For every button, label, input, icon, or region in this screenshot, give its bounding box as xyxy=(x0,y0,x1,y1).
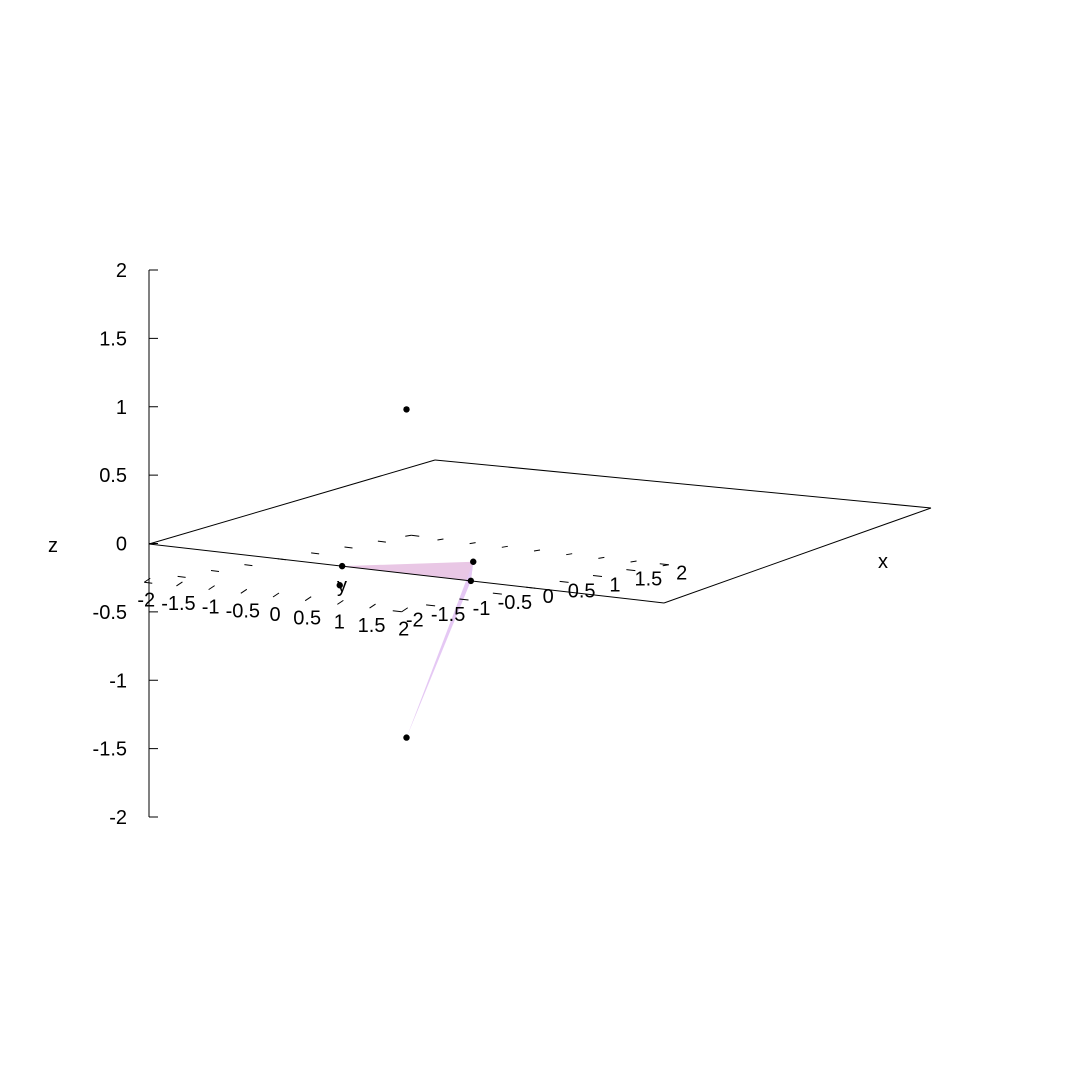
x-tick-back-8 xyxy=(411,534,420,537)
face-0 xyxy=(342,561,474,581)
x-tick-back-5 xyxy=(311,552,320,555)
x-tick-back-0 xyxy=(144,581,153,584)
y-tick-label-4: 0 xyxy=(269,604,280,626)
y-tick-back-6 xyxy=(598,556,605,559)
y-tick-3 xyxy=(240,588,248,594)
y-tick-label-8: 2 xyxy=(398,619,409,641)
y-tick-5 xyxy=(304,596,312,602)
data-point-3 xyxy=(336,582,343,589)
z-tick-label-2: 1 xyxy=(116,397,127,419)
base-front-left-edge xyxy=(148,543,665,604)
x-tick-back-2 xyxy=(210,570,220,573)
y-tick-1 xyxy=(176,581,183,587)
points-layer xyxy=(336,406,477,741)
x-tick-label-1: -1.5 xyxy=(431,604,465,626)
data-point-4 xyxy=(467,577,475,585)
z-tick-label-0: 2 xyxy=(116,260,127,282)
x-axis-label: x xyxy=(878,551,888,573)
x-tick-label-8: 2 xyxy=(676,563,687,585)
z-tick-label-3: 0.5 xyxy=(99,465,127,487)
y-tick-back-0 xyxy=(405,534,412,537)
y-tick-label-7: 1.5 xyxy=(358,615,386,637)
z-tick-label-4: 0 xyxy=(116,534,127,556)
z-tick-label-7: -1.5 xyxy=(93,739,127,761)
x-tick-5 xyxy=(559,580,569,583)
base-back-right-edge xyxy=(434,459,932,509)
x-tick-label-7: 1.5 xyxy=(634,569,662,591)
base-front-right-edge xyxy=(663,507,932,604)
z-tick-label-6: -1 xyxy=(109,670,127,692)
ticks-layer: 2 1.5 1 0.5 0 -0.5 -1 -1.5 -2 -2 -1.5 -1 -0.5 0 0.5 1 1.… xyxy=(93,260,688,829)
y-tick-8 xyxy=(401,607,409,613)
x-tick-back-7 xyxy=(377,540,386,543)
y-tick-back-7 xyxy=(630,560,637,563)
base-back-left-edge xyxy=(148,459,436,545)
y-tick-back-2 xyxy=(469,542,476,545)
y-tick-4 xyxy=(272,592,280,598)
y-tick-label-0: -2 xyxy=(137,589,155,611)
x-tick-label-0: -2 xyxy=(406,610,424,632)
z-tick-label-8: -2 xyxy=(109,807,127,829)
data-point-2 xyxy=(470,558,477,565)
z-tick-label-1: 1.5 xyxy=(99,328,127,350)
axes-layer xyxy=(148,270,932,817)
face-1 xyxy=(406,561,474,738)
y-tick-back-4 xyxy=(533,549,541,552)
y-tick-6 xyxy=(337,599,344,605)
y-tick-7 xyxy=(369,603,376,609)
data-point-1 xyxy=(403,734,410,741)
x-tick-7 xyxy=(626,569,636,572)
x-tick-2 xyxy=(459,598,469,601)
x-tick-4 xyxy=(526,586,536,589)
y-tick-label-2: -1 xyxy=(202,597,220,619)
x-tick-back-3 xyxy=(244,564,253,567)
data-point-0 xyxy=(403,406,410,413)
y-tick-label-3: -0.5 xyxy=(226,600,260,622)
x-tick-8 xyxy=(659,563,669,566)
y-tick-back-3 xyxy=(501,545,508,548)
x-tick-0 xyxy=(392,610,402,613)
x-tick-back-1 xyxy=(177,575,186,578)
x-tick-back-4 xyxy=(277,558,286,561)
x-tick-label-2: -1 xyxy=(473,598,491,620)
x-tick-label-6: 1 xyxy=(609,574,620,596)
y-tick-2 xyxy=(208,585,215,591)
z-axis-label: z xyxy=(48,535,58,557)
faces-layer xyxy=(342,561,474,738)
x-tick-back-6 xyxy=(344,546,353,549)
x-tick-3 xyxy=(492,592,502,595)
y-tick-0 xyxy=(143,577,151,583)
y-tick-back-1 xyxy=(437,538,444,541)
x-tick-label-5: 0.5 xyxy=(568,580,596,602)
y-tick-back-5 xyxy=(566,553,573,556)
x-tick-6 xyxy=(592,574,603,577)
y-tick-label-5: 0.5 xyxy=(293,608,321,630)
x-tick-1 xyxy=(426,604,436,607)
y-tick-label-1: -1.5 xyxy=(161,593,195,615)
y-tick-label-6: 1 xyxy=(334,611,345,633)
z-tick-label-5: -0.5 xyxy=(93,602,127,624)
data-point-5 xyxy=(338,562,346,570)
x-tick-label-4: 0 xyxy=(543,586,554,608)
x-tick-label-3: -0.5 xyxy=(498,592,532,614)
